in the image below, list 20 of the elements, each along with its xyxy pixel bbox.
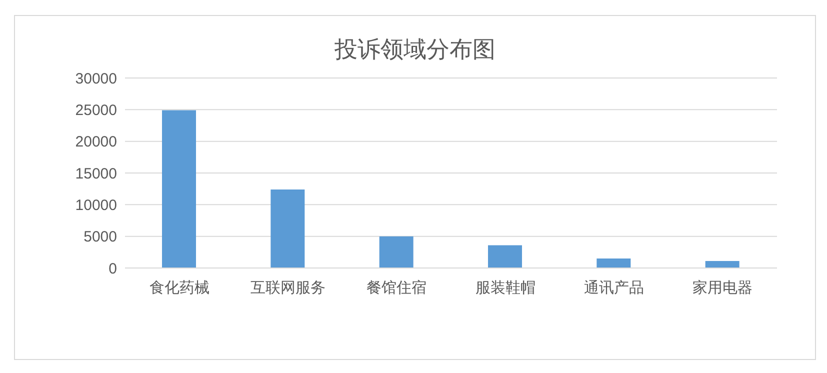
bar (488, 245, 522, 268)
x-tick-label: 家用电器 (692, 278, 753, 297)
bar (162, 110, 196, 268)
bar (270, 189, 305, 268)
bar (379, 236, 414, 268)
chart-title: 投诉领域分布图 (334, 36, 496, 65)
y-tick-label: 5000 (84, 228, 117, 246)
y-tick-label: 0 (108, 260, 117, 278)
y-tick-label: 25000 (75, 102, 117, 119)
bar (705, 261, 740, 268)
x-tick-label: 服装鞋帽 (475, 278, 536, 297)
y-tick-label: 15000 (75, 165, 117, 182)
x-tick-label: 通讯产品 (584, 278, 644, 297)
x-tick-label: 餐馆住宿 (366, 278, 427, 297)
x-tick-label: 互联网服务 (250, 278, 326, 297)
y-tick-label: 20000 (75, 134, 117, 151)
y-tick-label: 10000 (75, 196, 117, 214)
x-tick-label: 食化药械 (149, 278, 210, 297)
bar (596, 258, 631, 268)
y-tick-label: 30000 (75, 70, 117, 88)
